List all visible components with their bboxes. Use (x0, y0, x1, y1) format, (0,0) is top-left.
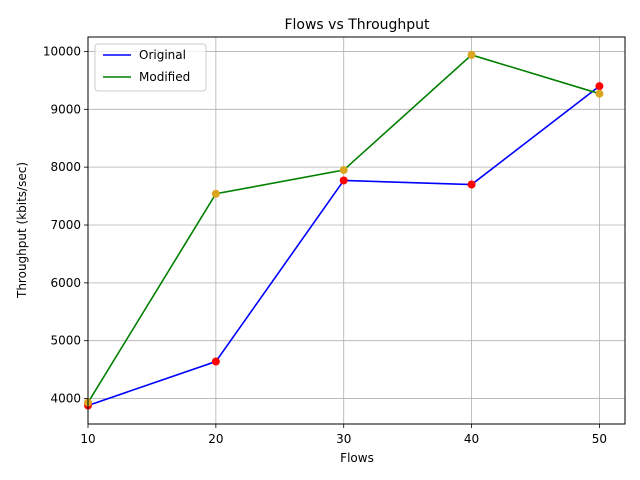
x-tick-label: 20 (208, 432, 223, 446)
legend-label-modified: Modified (139, 70, 190, 84)
y-axis: 4000 5000 6000 7000 8000 9000 10000 (43, 44, 88, 406)
y-tick-label: 8000 (50, 160, 81, 174)
y-tick-label: 4000 (50, 392, 81, 406)
y-tick-label: 7000 (50, 218, 81, 232)
data-point-modified (595, 89, 604, 98)
data-point-modified (211, 189, 220, 198)
data-point-modified (467, 50, 476, 59)
y-tick-label: 10000 (43, 44, 81, 58)
x-axis: 10 20 30 40 50 (80, 424, 607, 446)
y-tick-label: 5000 (50, 334, 81, 348)
plot-frame (87, 36, 626, 425)
grid (87, 37, 625, 424)
x-axis-label: Flows (340, 451, 374, 465)
series-layer (84, 50, 604, 410)
chart-title: Flows vs Throughput (284, 17, 430, 33)
legend: Original Modified (94, 43, 207, 92)
data-point-original (339, 176, 348, 185)
x-tick-label: 10 (80, 432, 95, 446)
data-point-original (467, 180, 476, 189)
data-point-modified (339, 166, 348, 175)
data-point-original (211, 357, 220, 366)
y-tick-label: 9000 (50, 102, 81, 116)
y-tick-label: 6000 (50, 276, 81, 290)
data-point-original (595, 82, 604, 91)
y-axis-label: Throughput (kbits/sec) (15, 162, 29, 299)
x-tick-label: 50 (592, 432, 607, 446)
x-tick-label: 40 (464, 432, 479, 446)
x-tick-label: 30 (336, 432, 351, 446)
legend-label-original: Original (139, 48, 186, 62)
